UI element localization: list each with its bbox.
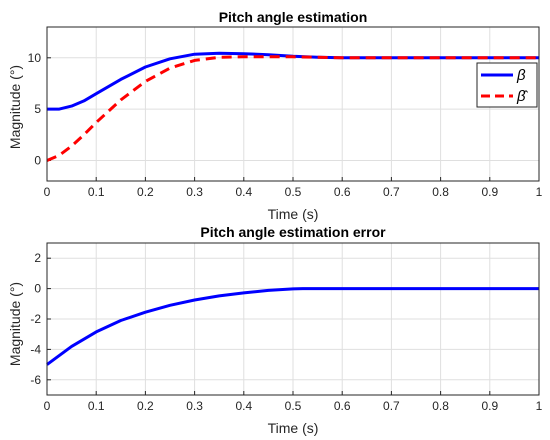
y-axis-label: Magnitude (°): [7, 65, 23, 149]
x-tick-label: 0.5: [285, 185, 302, 199]
x-axis-label: Time (s): [268, 420, 319, 436]
x-tick-label: 1: [536, 185, 543, 199]
x-tick-label: 0.4: [235, 185, 252, 199]
x-tick-label: 0.9: [481, 399, 498, 413]
x-tick-label: 0.5: [285, 399, 302, 413]
x-tick-label: 0.3: [186, 399, 203, 413]
x-tick-label: 0.4: [235, 399, 252, 413]
x-tick-label: 0.2: [137, 399, 154, 413]
y-tick-label: 5: [34, 102, 41, 116]
x-tick-label: 0.7: [383, 399, 400, 413]
pitch-angle-estimation-error-chart: Pitch angle estimation error Magnitude (…: [7, 224, 543, 436]
y-tick-label: -6: [30, 373, 41, 387]
x-tick-label: 0.3: [186, 185, 203, 199]
chart-title: Pitch angle estimation: [219, 9, 368, 25]
y-tick-label: 2: [34, 251, 41, 265]
y-tick-label: 0: [34, 282, 41, 296]
series-line-error: [46, 287, 539, 366]
chart-title: Pitch angle estimation error: [200, 224, 386, 240]
y-tick-label: 10: [28, 51, 42, 65]
legend-label: β̂: [516, 88, 529, 105]
pitch-angle-estimation-chart: Pitch angle estimation Magnitude (°) Tim…: [7, 9, 543, 222]
y-tick-label: -2: [30, 312, 41, 326]
x-tick-label: 0.8: [432, 185, 449, 199]
x-tick-label: 0.7: [383, 185, 400, 199]
x-tick-label: 0.8: [432, 399, 449, 413]
x-tick-label: 0.1: [88, 399, 105, 413]
series-line-beta-hat: [46, 55, 539, 162]
y-tick-label: 0: [34, 153, 41, 167]
y-axis-label: Magnitude (°): [7, 282, 23, 366]
axes-frame: [46, 242, 540, 396]
x-tick-label: 0: [44, 399, 51, 413]
x-tick-label: 0.6: [334, 185, 351, 199]
x-tick-label: 0.6: [334, 399, 351, 413]
x-tick-label: 0: [44, 185, 51, 199]
legend: β β̂: [476, 62, 538, 108]
x-axis-label: Time (s): [268, 206, 319, 222]
x-tick-label: 0.2: [137, 185, 154, 199]
x-tick-label: 1: [536, 399, 543, 413]
legend-label: β: [516, 67, 526, 84]
x-tick-label: 0.1: [88, 185, 105, 199]
legend-box: [476, 62, 538, 108]
y-tick-label: -4: [30, 342, 41, 356]
axes-frame: [46, 26, 540, 182]
x-tick-label: 0.9: [481, 185, 498, 199]
plot-area: 0 0.1 0.2 0.3 0.4 0.5 0.6 0.7 0.8 0.9 1 -6 -4 -2 0 2: [30, 242, 543, 413]
